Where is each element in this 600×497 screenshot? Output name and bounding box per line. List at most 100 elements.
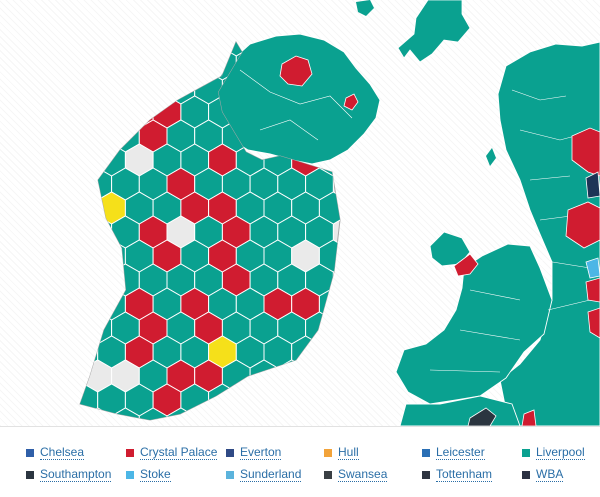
hex-cell[interactable] (70, 47, 99, 81)
hex-cell[interactable] (56, 311, 85, 345)
legend-swatch (422, 448, 430, 457)
england-red-2[interactable] (565, 201, 600, 249)
legend-swatch (226, 470, 234, 479)
hex-cell[interactable] (138, 24, 168, 57)
isle-of-man[interactable] (486, 148, 496, 166)
hex-cell[interactable] (111, 24, 140, 57)
hex-cell[interactable] (194, 24, 223, 57)
legend-label: Hull (338, 445, 359, 460)
hex-cell[interactable] (56, 215, 85, 249)
legend-item-stoke[interactable]: Stoke (126, 467, 171, 482)
legend-item-sunderland[interactable]: Sunderland (226, 467, 302, 482)
legend-label: Sunderland (240, 467, 302, 482)
legend-label: Crystal Palace (140, 445, 218, 460)
hex-cell[interactable] (97, 95, 126, 129)
legend-swatch (126, 448, 134, 457)
hex-cell[interactable] (97, 47, 126, 81)
hex-cell[interactable] (70, 239, 99, 273)
legend-label: WBA (536, 467, 564, 482)
hex-cell[interactable] (166, 24, 196, 57)
legend-item-swansea[interactable]: Swansea (324, 467, 388, 482)
legend-label: Swansea (338, 467, 388, 482)
gb-internal-lines (429, 89, 591, 373)
map-svg[interactable] (0, 0, 600, 426)
hex-cell[interactable] (318, 383, 347, 417)
legend-label: Leicester (436, 445, 485, 460)
hex-cell[interactable] (305, 359, 334, 393)
hex-cell[interactable] (56, 407, 85, 426)
hex-cell[interactable] (83, 119, 113, 153)
legend-swatch (422, 470, 430, 479)
hex-cell[interactable] (221, 407, 251, 426)
scotland-islet[interactable] (356, 0, 374, 16)
hex-cell[interactable] (318, 335, 347, 369)
hex-cell[interactable] (249, 407, 279, 426)
england-red-3[interactable] (585, 277, 600, 303)
hex-cell[interactable] (305, 407, 334, 426)
hex-cell[interactable] (180, 47, 210, 81)
legend-label: Chelsea (40, 445, 85, 460)
legend: Chelsea Crystal Palace Everton Hull Leiceste… (0, 426, 600, 497)
legend-label: Tottenham (436, 467, 493, 482)
south-wales-strip[interactable] (399, 395, 521, 426)
england-skyblue-1[interactable] (585, 257, 600, 279)
ni-border-line (239, 69, 353, 141)
south-wales-red[interactable] (521, 409, 537, 426)
hex-cell[interactable] (194, 407, 223, 426)
hex-cell[interactable] (56, 167, 85, 201)
england-red-4[interactable] (587, 307, 600, 339)
legend-swatch (226, 448, 234, 457)
hex-cell[interactable] (111, 71, 140, 105)
ni-red-area-1[interactable] (279, 55, 313, 87)
hex-cell[interactable] (235, 383, 265, 417)
south-wales-navy[interactable] (467, 407, 497, 426)
map-area[interactable] (0, 0, 600, 426)
hex-cell[interactable] (124, 47, 154, 81)
hex-cell[interactable] (56, 24, 85, 57)
legend-swatch (26, 448, 34, 457)
hex-cell[interactable] (56, 71, 85, 105)
hex-cell[interactable] (83, 263, 113, 297)
england-red-1[interactable] (571, 127, 600, 177)
legend-label: Stoke (140, 467, 171, 482)
legend-swatch (522, 470, 530, 479)
hex-cell[interactable] (291, 383, 320, 417)
legend-item-wba[interactable]: WBA (522, 467, 564, 482)
hex-cell[interactable] (138, 407, 168, 426)
northern-ireland-region[interactable] (211, 33, 381, 165)
legend-swatch (324, 470, 332, 479)
hex-cell[interactable] (152, 47, 182, 81)
legend-label: Liverpool (536, 445, 585, 460)
legend-item-everton[interactable]: Everton (226, 445, 282, 460)
hex-cell[interactable] (56, 359, 85, 393)
anglesey-red[interactable] (453, 253, 479, 277)
hex-cell[interactable] (277, 407, 307, 426)
legend-item-liverpool[interactable]: Liverpool (522, 445, 585, 460)
legend-label: Everton (240, 445, 282, 460)
legend-item-leicester[interactable]: Leicester (422, 445, 485, 460)
wales-region[interactable] (395, 243, 553, 405)
legend-item-crystal-palace[interactable]: Crystal Palace (126, 445, 218, 460)
legend-item-tottenham[interactable]: Tottenham (422, 467, 493, 482)
legend-swatch (126, 470, 134, 479)
scotland-region[interactable] (397, 0, 471, 63)
legend-item-southampton[interactable]: Southampton (26, 467, 112, 482)
legend-swatch (324, 448, 332, 457)
legend-label: Southampton (40, 467, 112, 482)
legend-item-chelsea[interactable]: Chelsea (26, 445, 85, 460)
hex-cell[interactable] (70, 95, 99, 129)
hex-cell[interactable] (138, 71, 168, 105)
legend-swatch (26, 470, 34, 479)
hex-cell[interactable] (83, 71, 113, 105)
hex-cell[interactable] (263, 383, 293, 417)
legend-swatch (522, 448, 530, 457)
hex-cell[interactable] (56, 119, 85, 153)
hex-cell[interactable] (56, 263, 85, 297)
hex-cell[interactable] (70, 287, 99, 321)
england-navy-1[interactable] (585, 171, 600, 199)
legend-item-hull[interactable]: Hull (324, 445, 359, 460)
hex-cell[interactable] (70, 143, 99, 177)
ni-red-area-2[interactable] (343, 93, 359, 111)
hex-cell[interactable] (83, 24, 113, 57)
hex-cell[interactable] (70, 191, 99, 225)
